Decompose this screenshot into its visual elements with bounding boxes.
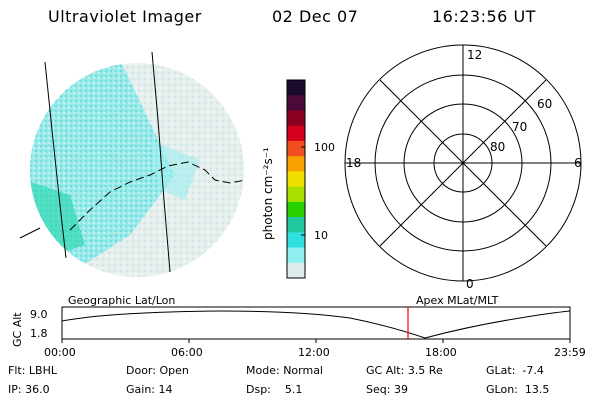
y-tick-9: 9.0 <box>30 308 48 321</box>
meridian-line <box>151 51 171 273</box>
status-gc-alt: GC Alt: 3.5 Re <box>366 364 443 377</box>
polar-label-6: 6 <box>574 156 582 170</box>
status-door: Door: Open <box>126 364 189 377</box>
colorbar-segment <box>287 125 305 142</box>
x-tick-2359: 23:59 <box>554 346 586 359</box>
colorbar-frame <box>286 79 306 279</box>
colorbar-segment <box>287 110 305 127</box>
status-mode: Mode: Normal <box>246 364 323 377</box>
apex-label: Apex MLat/MLT <box>416 294 499 307</box>
aurora-image <box>19 51 247 277</box>
polar-ring-70: 70 <box>512 120 528 134</box>
x-tick-0000: 00:00 <box>44 346 76 359</box>
colorbar-segment <box>287 80 305 96</box>
status-gain: Gain: 14 <box>126 383 173 396</box>
polar-axis <box>379 79 547 247</box>
colorbar-segment <box>287 186 305 203</box>
instrument-title: Ultraviolet Imager <box>48 7 202 26</box>
colorbar-tick-100: 100 <box>314 141 335 154</box>
colorbar-segment <box>287 217 305 233</box>
coastline <box>19 227 41 239</box>
gc-alt-axis-title: GC Alt <box>11 312 24 347</box>
status-filter: Flt: LBHL <box>8 364 57 377</box>
colorbar-segment <box>287 247 305 264</box>
geographic-label: Geographic Lat/Lon <box>68 294 176 307</box>
status-dsp: Dsp: 5.1 <box>246 383 303 396</box>
x-tick-0600: 06:00 <box>171 346 203 359</box>
colorbar-segment <box>287 201 305 218</box>
meridian-line <box>44 61 67 259</box>
colorbar-segment <box>287 232 305 249</box>
polar-label-0: 0 <box>466 277 474 291</box>
colorbar-segment <box>287 140 305 157</box>
polar-label-18: 18 <box>346 156 362 170</box>
status-seq: Seq: 39 <box>366 383 408 396</box>
y-tick-1-8: 1.8 <box>30 327 48 340</box>
polar-ring-80: 80 <box>490 140 506 154</box>
colorbar-label: photon cm⁻²s⁻¹ <box>261 147 275 240</box>
polar-ring-60: 60 <box>537 97 553 111</box>
altitude-curve <box>61 310 571 339</box>
status-glat: GLat: -7.4 <box>486 364 544 377</box>
colorbar-segment <box>287 262 305 279</box>
colorbar <box>286 79 306 279</box>
colorbar-tick-10: 10 <box>314 229 328 242</box>
polar-label-12: 12 <box>467 48 483 62</box>
colorbar-segment <box>287 95 305 111</box>
colorbar-segment <box>287 171 305 188</box>
observation-time: 16:23:56 UT <box>432 7 536 26</box>
x-tick-1200: 12:00 <box>298 346 330 359</box>
polar-grid <box>344 44 582 282</box>
status-ip: IP: 36.0 <box>8 383 50 396</box>
colorbar-segment <box>287 156 305 172</box>
x-tick-1800: 18:00 <box>425 346 457 359</box>
observation-date: 02 Dec 07 <box>272 7 359 26</box>
status-glon: GLon: 13.5 <box>486 383 550 396</box>
altitude-timeline <box>61 306 571 343</box>
